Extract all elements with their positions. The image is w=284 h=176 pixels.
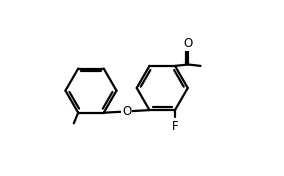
Text: O: O: [183, 37, 193, 50]
Text: F: F: [172, 120, 178, 133]
Text: O: O: [122, 105, 131, 118]
